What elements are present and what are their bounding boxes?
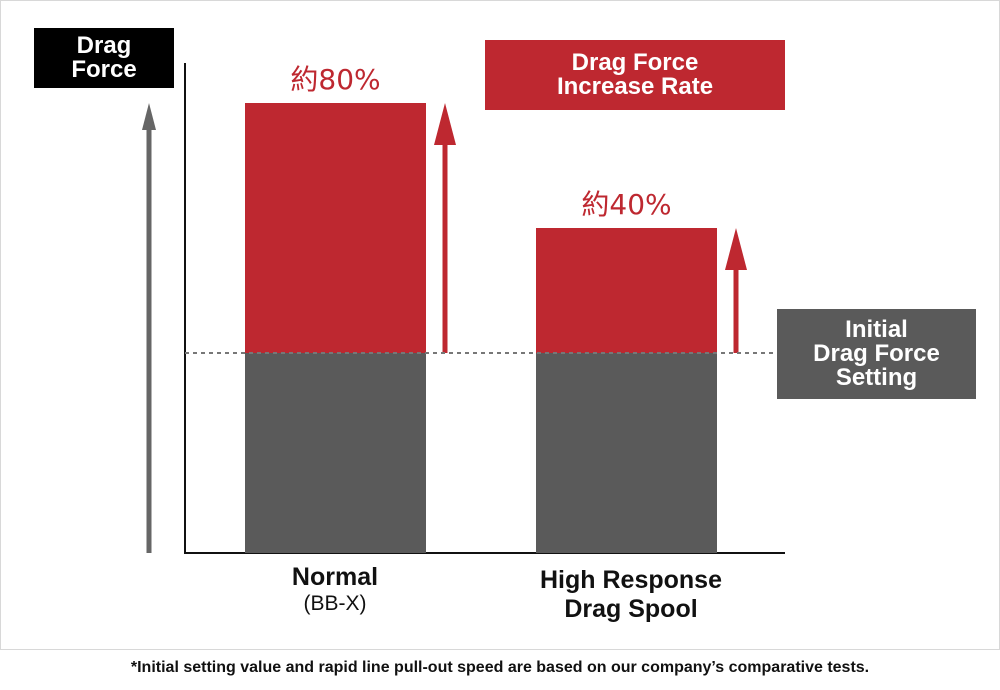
- x-tick-label-high-response: High Response Drag Spool: [496, 566, 766, 624]
- legend-increase-rate: Drag Force Increase Rate: [485, 40, 785, 110]
- footnote: *Initial setting value and rapid line pu…: [130, 659, 870, 676]
- y-axis-label: Drag Force: [34, 28, 174, 88]
- legend-initial-setting: Initial Drag Force Setting: [777, 309, 976, 399]
- bar-initial-setting: [245, 353, 426, 553]
- y-axis-label-line: Drag: [76, 32, 132, 59]
- data-label: 約80%: [290, 63, 380, 96]
- x-tick-label-normal: Normal (BB-X): [235, 563, 435, 616]
- y-axis-label-line: Force: [71, 56, 137, 83]
- bar-increase: [536, 228, 717, 353]
- data-label: 約40%: [581, 188, 671, 221]
- legend-line: Drag Force: [571, 49, 699, 76]
- increase-arrow-head-icon: [725, 228, 747, 270]
- legend-line: Drag Force: [813, 340, 940, 367]
- x-tick-label-main: High Response: [540, 566, 722, 594]
- y-arrow-head-icon: [142, 103, 156, 130]
- x-tick-label-main: Normal: [291, 563, 379, 591]
- x-tick-label-sub: (BB-X): [303, 591, 367, 615]
- legend-line: Initial: [845, 316, 908, 343]
- legend-line: Increase Rate: [556, 73, 714, 100]
- x-tick-label-sub: Drag Spool: [564, 594, 698, 623]
- bar-initial-setting: [536, 353, 717, 553]
- increase-arrow-head-icon: [434, 103, 456, 145]
- legend-line: Setting: [835, 364, 918, 391]
- bar-increase: [245, 103, 426, 353]
